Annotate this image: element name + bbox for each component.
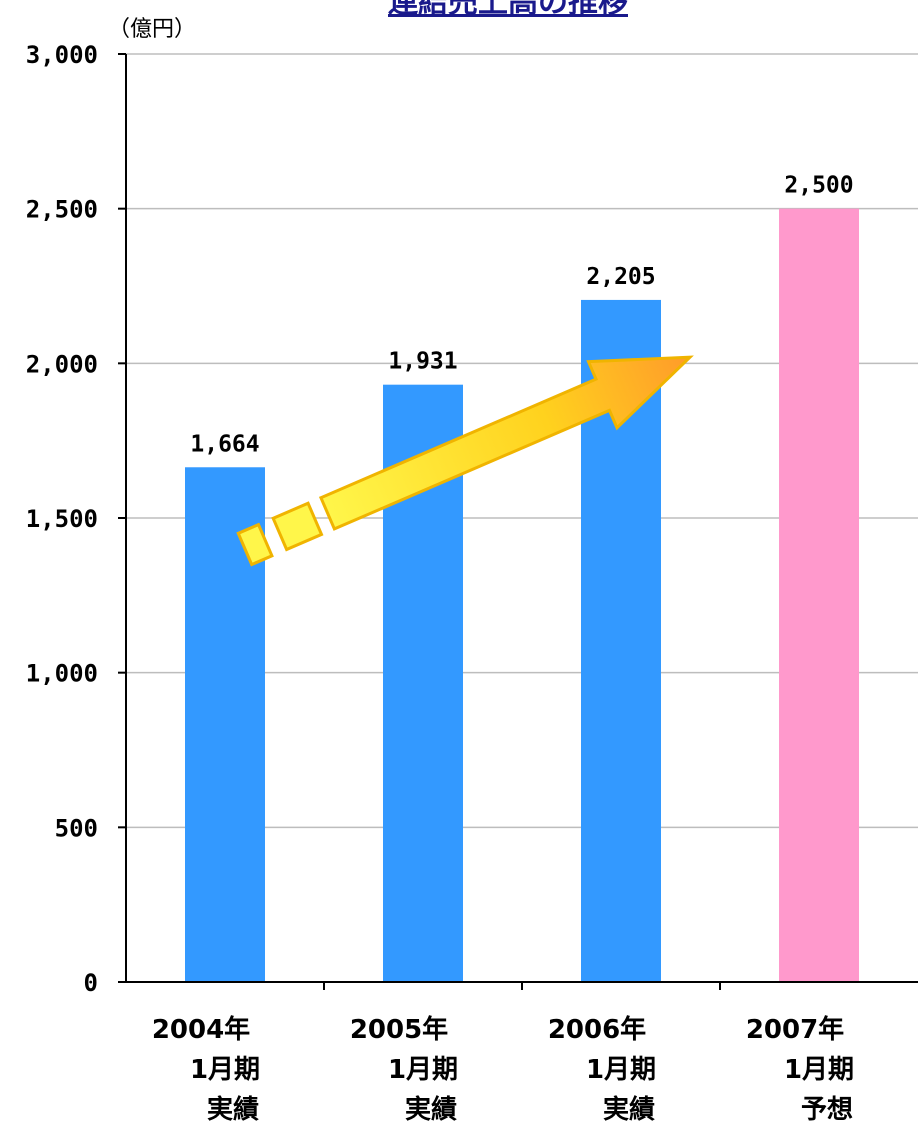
category-label-3-line-2: 予想 bbox=[801, 1095, 853, 1124]
category-label-2-line-1: 1月期 bbox=[586, 1055, 656, 1085]
category-label-3-line-0: 2007年 bbox=[746, 1014, 844, 1045]
y-tick-label-0: 0 bbox=[84, 969, 98, 997]
y-tick-label-3: 1,500 bbox=[26, 505, 98, 533]
y-tick-label-1: 500 bbox=[55, 814, 98, 842]
arrow-dash-1 bbox=[236, 522, 274, 567]
y-tick-labels: 0 500 1,000 1,500 2,000 2,500 3,000 bbox=[26, 41, 98, 997]
value-label-3: 2,500 bbox=[784, 173, 853, 199]
trend-arrow bbox=[236, 355, 694, 567]
y-tick-label-6: 3,000 bbox=[26, 41, 98, 69]
category-label-0-line-0: 2004年 bbox=[152, 1014, 250, 1045]
category-label-1-line-2: 実績 bbox=[405, 1094, 457, 1124]
value-label-0: 1,664 bbox=[190, 431, 259, 457]
y-tick-label-5: 2,500 bbox=[26, 196, 98, 224]
bar-3 bbox=[779, 208, 859, 982]
category-label-1-line-1: 1月期 bbox=[388, 1055, 458, 1085]
value-label-1: 1,931 bbox=[388, 349, 457, 375]
category-label-0-line-2: 実績 bbox=[207, 1094, 259, 1124]
chart-title: 連結売上高の推移 bbox=[388, 0, 628, 20]
y-tick-label-4: 2,000 bbox=[26, 350, 98, 378]
y-axis-unit-label: （億円） bbox=[108, 17, 196, 42]
trend-arrow-icon bbox=[236, 355, 694, 567]
bars bbox=[185, 208, 859, 982]
category-label-1-line-0: 2005年 bbox=[350, 1014, 448, 1045]
value-label-2: 2,205 bbox=[586, 264, 655, 290]
category-label-0-line-1: 1月期 bbox=[190, 1055, 260, 1085]
category-label-3-line-1: 1月期 bbox=[784, 1055, 854, 1085]
y-tick-label-2: 1,000 bbox=[26, 660, 98, 688]
category-label-2-line-0: 2006年 bbox=[548, 1014, 646, 1045]
axes bbox=[118, 53, 918, 990]
value-labels: 1,664 1,931 2,205 2,500 bbox=[190, 173, 853, 458]
arrow-body bbox=[318, 355, 694, 531]
arrow-dash-2 bbox=[271, 501, 324, 552]
category-label-2-line-2: 実績 bbox=[603, 1094, 655, 1124]
